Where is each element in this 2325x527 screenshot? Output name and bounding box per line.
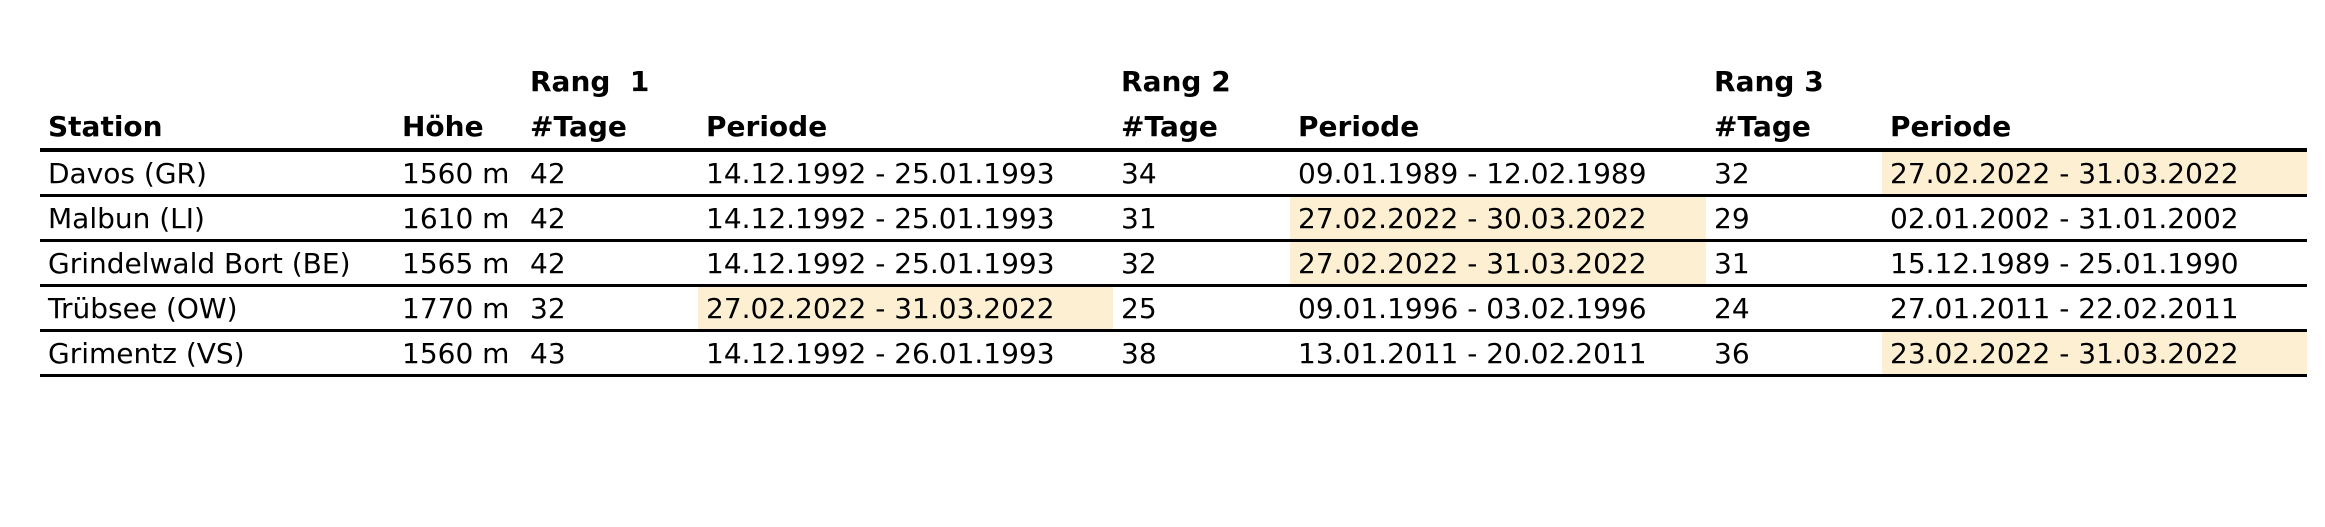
data-table: Rang 1 Rang 2 Rang 3 Station Höhe #Tage Per… [40,58,2308,377]
table-cell: 1565 m [394,240,522,287]
table-cell: 1560 m [394,150,522,197]
table-cell: 36 [1706,330,1883,377]
column-header: Station [40,104,394,152]
table-cell: 42 [522,195,698,242]
table-cell: 1560 m [394,330,522,377]
table-cell: 27.02.2022 - 31.03.2022 [1290,240,1707,287]
table-row: Davos (GR) 1560 m 42 14.12.1992 - 25.01.199… [40,150,2308,197]
table-cell: 02.01.2002 - 31.01.2002 [1882,195,2308,242]
table-cell: 31 [1113,195,1291,242]
table-cell: Davos (GR) [40,150,394,197]
table-cell: 23.02.2022 - 31.03.2022 [1882,330,2308,377]
rank-row: Rang 1 Rang 2 Rang 3 [40,58,2307,104]
table-cell: 42 [522,150,698,197]
table-cell: 42 [522,240,698,287]
table-cell: 27.01.2011 - 22.02.2011 [1882,285,2308,332]
table-cell: 09.01.1989 - 12.02.1989 [1290,150,1707,197]
table-cell: Grindelwald Bort (BE) [40,240,394,287]
table-cell: 27.02.2022 - 31.03.2022 [1882,150,2308,197]
table-cell: Malbun (LI) [40,195,394,242]
table-cell: 1610 m [394,195,522,242]
table-cell: Trübsee (OW) [40,285,394,332]
table-cell: 14.12.1992 - 26.01.1993 [698,330,1114,377]
rank-label: Rang 3 [1714,64,1824,98]
table-cell: 32 [522,285,698,332]
rank-label: Rang 2 [1121,64,1231,98]
column-header: Periode [698,104,1114,152]
column-header: Periode [1882,104,2308,152]
column-header: #Tage [522,104,698,152]
table-cell: 14.12.1992 - 25.01.1993 [698,195,1114,242]
table-cell: 29 [1706,195,1883,242]
table-row: Trübsee (OW) 1770 m 32 27.02.2022 - 31.03.2… [40,285,2308,332]
column-header: Höhe [394,104,522,152]
table-row: Grindelwald Bort (BE) 1565 m 42 14.12.1992 … [40,240,2308,287]
column-header: #Tage [1113,104,1291,152]
table-cell: 13.01.2011 - 20.02.2011 [1290,330,1707,377]
table-cell: Grimentz (VS) [40,330,394,377]
table-cell: 43 [522,330,698,377]
table-cell: 25 [1113,285,1291,332]
table-cell: 14.12.1992 - 25.01.1993 [698,240,1114,287]
table-cell: 1770 m [394,285,522,332]
table-cell: 31 [1706,240,1883,287]
table-cell: 32 [1113,240,1291,287]
table-row: Malbun (LI) 1610 m 42 14.12.1992 - 25.01.19… [40,195,2308,242]
header-row: Station Höhe #Tage Periode #Tage Periode #Tage… [40,104,2308,152]
table-cell: 38 [1113,330,1291,377]
column-header: Periode [1290,104,1707,152]
table-cell: 09.01.1996 - 03.02.1996 [1290,285,1707,332]
table-cell: 34 [1113,150,1291,197]
table-cell: 14.12.1992 - 25.01.1993 [698,150,1114,197]
table-cell: 27.02.2022 - 30.03.2022 [1290,195,1707,242]
table-cell: 24 [1706,285,1883,332]
table-cell: 15.12.1989 - 25.01.1990 [1882,240,2308,287]
table-cell: 27.02.2022 - 31.03.2022 [698,285,1114,332]
table-row: Grimentz (VS) 1560 m 43 14.12.1992 - 26.01.… [40,330,2308,377]
rank-label: Rang 1 [530,64,650,98]
table-cell: 32 [1706,150,1883,197]
column-header: #Tage [1706,104,1883,152]
table-body: Davos (GR) 1560 m 42 14.12.1992 - 25.01.199… [40,150,2308,377]
